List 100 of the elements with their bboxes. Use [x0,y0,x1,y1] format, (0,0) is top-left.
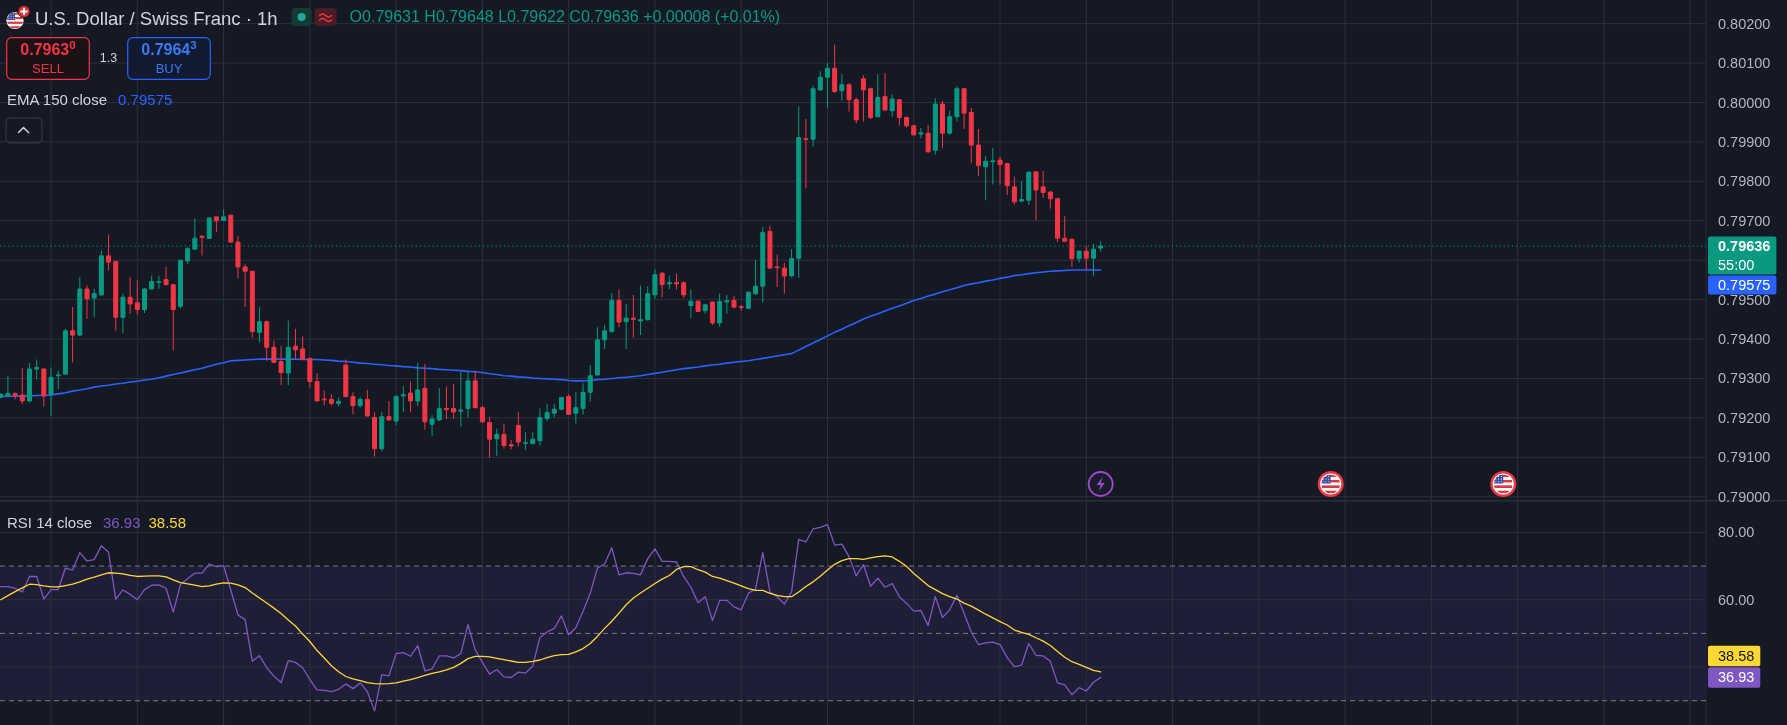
candlestick [853,96,859,124]
candlestick [515,411,521,448]
candlestick [364,389,370,418]
candlestick [343,359,349,398]
candlestick [616,288,622,328]
candlestick [34,359,40,380]
candlestick [638,284,644,336]
annotation: 36.93 [103,514,141,531]
candlestick [810,85,816,148]
candlestick [1062,215,1068,243]
candlestick [940,100,946,149]
y-tick-label: 0.79100 [1718,449,1771,466]
candlestick [472,370,478,409]
candlestick [285,320,291,386]
candlestick [177,259,183,309]
text: 0.79575 [1718,277,1771,294]
annotation: 0.7963$^{0}$ [20,39,76,58]
candlestick [70,306,76,363]
y-tick-label: 0.79000 [1718,488,1771,505]
candlestick [1083,245,1089,270]
candlestick [386,400,392,422]
candlestick [889,93,895,118]
candlestick [436,387,442,422]
candlestick [264,320,270,362]
candlestick [659,271,665,298]
candlestick [328,393,334,407]
candlestick [98,249,104,297]
ref-line-label: 0.79636 [1718,238,1771,255]
candlestick [321,390,327,406]
candlestick [228,213,234,244]
candlestick [652,268,658,300]
line-series [0,269,1102,398]
candlestick [0,392,4,399]
candlestick [781,262,787,295]
y-tick-label: 0.79400 [1718,331,1771,348]
candlestick [839,73,845,102]
candlestick [674,273,679,290]
candlestick [429,414,435,437]
candlestick [213,216,219,233]
candlestick [523,431,529,451]
candlestick [645,285,651,322]
candlestick [947,110,953,135]
candlestick [882,72,888,112]
candlestick [731,295,737,309]
candlestick [558,396,564,411]
y-tick-label: 80.00 [1718,524,1755,541]
candlestick [62,328,68,375]
candlestick [408,381,413,413]
candlestick [77,276,83,337]
candlestick [443,385,449,420]
candlestick [142,287,147,314]
candlestick [26,362,32,404]
candlestick [357,396,363,409]
candlestick [868,87,874,120]
candlestick [55,370,61,390]
y-tick-label: 0.80100 [1718,55,1771,72]
annotation: 0.7964$^{3}$ [141,39,197,58]
candlestick [990,147,996,186]
candlestick [753,259,759,296]
candlestick [235,235,241,279]
line-series [0,555,1102,685]
candlestick [400,385,406,413]
candlestick [602,324,608,350]
candlestick [113,260,119,332]
candlestick [968,107,974,164]
candlestick [724,294,730,315]
candlestick [1047,190,1053,210]
chart-title: U.S. Dollar / Swiss Franc · 1h [35,8,278,29]
candlestick [221,208,227,222]
candlestick [594,326,600,377]
candlestick [1069,238,1075,268]
candlestick [738,304,744,312]
candlestick [19,367,25,405]
text: 55:00 [1718,257,1755,274]
candlestick [134,279,140,316]
candlestick [48,366,54,417]
candlestick [163,266,169,286]
candlestick [1011,176,1017,206]
candlestick [156,275,162,290]
candlestick [465,370,471,419]
annotation: SELL [32,60,64,76]
candlestick [904,116,910,129]
candlestick [587,364,593,403]
y-tick-label: 0.80000 [1718,94,1771,111]
candlestick [709,301,715,326]
candlestick [508,439,514,450]
text: 36.93 [1718,669,1755,686]
y-tick-label: 0.79700 [1718,212,1771,229]
candlestick [846,82,852,113]
candlestick [479,405,485,424]
candlestick [1033,170,1039,221]
candlestick [336,396,342,407]
candlestick [1019,181,1025,203]
candlestick [1076,249,1082,264]
candlestick [983,155,989,201]
candlestick [257,306,263,343]
candlestick [896,98,902,127]
candlestick [925,124,931,154]
annotation: 1.3 [99,51,118,65]
candlestick [451,383,457,420]
